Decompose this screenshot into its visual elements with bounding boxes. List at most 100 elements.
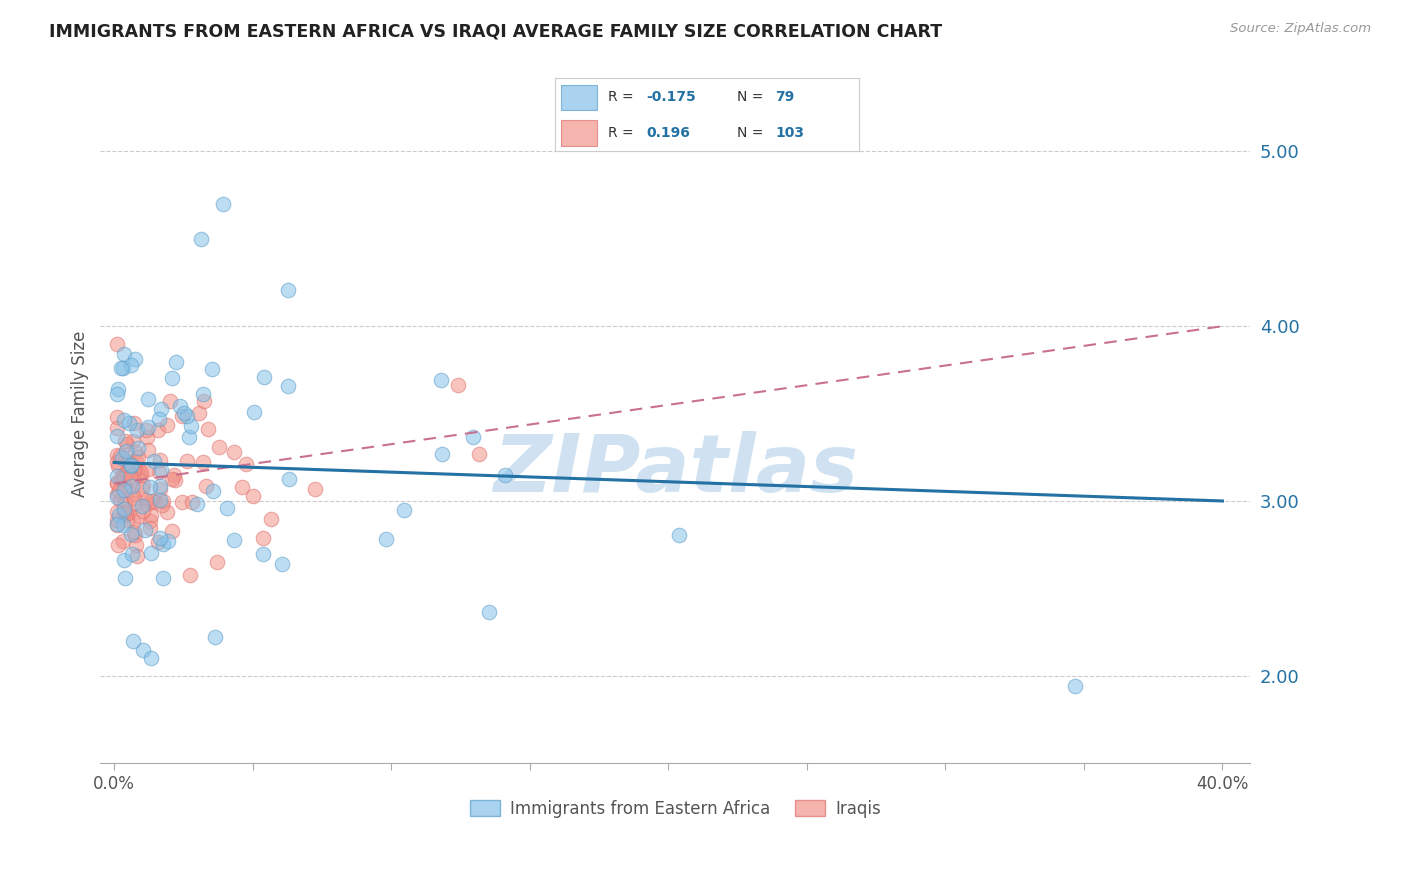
Y-axis label: Average Family Size: Average Family Size <box>72 330 89 497</box>
Point <box>121 633 143 648</box>
Point <box>132 642 155 657</box>
Point <box>181 494 204 508</box>
Point <box>122 463 145 477</box>
Point <box>179 567 201 582</box>
Point <box>478 605 501 619</box>
Point <box>124 351 146 366</box>
Point <box>118 416 141 430</box>
Point <box>215 501 238 516</box>
Point <box>162 524 184 538</box>
Point <box>150 498 173 512</box>
Point <box>193 387 215 401</box>
Point <box>149 479 172 493</box>
Point <box>105 387 128 401</box>
Point <box>186 497 208 511</box>
Point <box>105 513 128 527</box>
Point <box>277 283 299 297</box>
Point <box>105 429 128 443</box>
Point <box>162 472 184 486</box>
Point <box>122 434 145 448</box>
Point <box>160 371 183 385</box>
Point <box>157 533 180 548</box>
Point <box>149 483 172 497</box>
Point <box>124 496 146 510</box>
Point <box>115 513 138 527</box>
Point <box>177 430 200 444</box>
Point <box>111 472 134 486</box>
Point <box>375 532 398 546</box>
Point <box>173 406 195 420</box>
Point <box>112 534 135 549</box>
Point <box>139 521 162 535</box>
Point <box>152 493 174 508</box>
Point <box>125 549 148 563</box>
Point <box>136 462 159 476</box>
Point <box>128 508 150 523</box>
Point <box>120 459 142 474</box>
Point <box>159 394 181 409</box>
Point <box>105 517 128 532</box>
Point <box>115 437 138 451</box>
Point <box>105 516 128 531</box>
Point <box>222 533 245 548</box>
Point <box>105 476 128 491</box>
Point <box>141 546 163 560</box>
Point <box>124 491 146 506</box>
Point <box>111 450 134 465</box>
Point <box>131 483 153 497</box>
Point <box>277 378 299 392</box>
Point <box>467 446 489 460</box>
Point <box>121 487 143 501</box>
Point <box>208 440 231 454</box>
Point <box>112 471 135 485</box>
Point <box>105 504 128 518</box>
Point <box>112 479 135 493</box>
Point <box>152 571 174 585</box>
Point <box>304 482 326 496</box>
Point <box>124 416 146 430</box>
Point <box>136 443 159 458</box>
Point <box>163 468 186 483</box>
Point <box>129 468 152 483</box>
Point <box>212 197 235 211</box>
Point <box>446 378 468 392</box>
Point <box>129 465 152 479</box>
Point <box>143 495 166 509</box>
Point <box>150 402 173 417</box>
Point <box>149 452 172 467</box>
Point <box>136 497 159 511</box>
Point <box>107 382 129 396</box>
Point <box>117 455 139 469</box>
Point <box>120 527 142 541</box>
Point <box>142 453 165 467</box>
Point <box>271 557 294 571</box>
Point <box>139 480 162 494</box>
Point <box>105 448 128 462</box>
Text: IMMIGRANTS FROM EASTERN AFRICA VS IRAQI AVERAGE FAMILY SIZE CORRELATION CHART: IMMIGRANTS FROM EASTERN AFRICA VS IRAQI … <box>49 22 942 40</box>
Point <box>149 493 172 508</box>
Text: Source: ZipAtlas.com: Source: ZipAtlas.com <box>1230 22 1371 36</box>
Point <box>152 537 174 551</box>
Point <box>127 461 149 475</box>
Point <box>136 430 159 444</box>
Point <box>235 457 257 471</box>
Point <box>231 480 253 494</box>
Point <box>135 423 157 437</box>
Point <box>253 369 276 384</box>
Point <box>111 361 134 376</box>
Point <box>131 499 153 513</box>
Point <box>172 495 194 509</box>
Point <box>136 419 159 434</box>
Point <box>141 493 163 508</box>
Point <box>165 354 187 368</box>
Point <box>252 532 274 546</box>
Point <box>105 487 128 501</box>
Point <box>110 449 132 463</box>
Point <box>127 442 149 456</box>
Point <box>148 465 170 479</box>
Point <box>146 535 169 549</box>
Point <box>201 484 224 499</box>
Point <box>430 373 453 387</box>
Point <box>125 424 148 438</box>
Point <box>105 421 128 435</box>
